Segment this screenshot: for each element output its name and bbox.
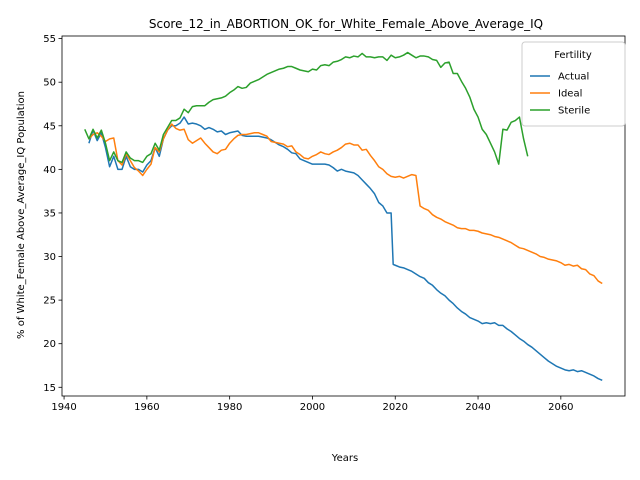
y-tick-label: 45 bbox=[43, 121, 56, 132]
plot-area bbox=[61, 35, 626, 397]
x-tick-label: 2040 bbox=[465, 402, 490, 413]
legend-label-ideal: Ideal bbox=[558, 89, 582, 100]
x-tick-label: 2020 bbox=[383, 402, 408, 413]
y-tick-label: 25 bbox=[43, 296, 56, 307]
legend-items: Actual Ideal Sterile bbox=[530, 72, 590, 117]
plot-frame bbox=[61, 35, 626, 397]
x-axis: 1940 1960 1980 2000 2020 2040 2060 bbox=[51, 396, 574, 413]
y-tick-label: 30 bbox=[43, 252, 56, 263]
y-axis-label: % of White_Female Above_Average_IQ Popul… bbox=[16, 91, 27, 339]
x-tick-label: 1940 bbox=[51, 402, 76, 413]
chart-title: Score_12_in_ABORTION_OK_for_White_Female… bbox=[149, 17, 543, 31]
legend-label-sterile: Sterile bbox=[558, 106, 590, 117]
series-line-ideal bbox=[88, 123, 603, 285]
x-tick-label: 2060 bbox=[548, 402, 573, 413]
y-tick-label: 20 bbox=[43, 339, 56, 350]
y-axis: 15 20 25 30 35 40 45 50 55 bbox=[43, 34, 62, 394]
series-line-sterile bbox=[84, 51, 529, 165]
legend-frame bbox=[521, 41, 626, 127]
y-tick-label: 55 bbox=[43, 34, 56, 45]
y-tick-label: 15 bbox=[43, 383, 56, 394]
y-tick-label: 35 bbox=[43, 208, 56, 219]
legend-title: Fertility bbox=[554, 50, 592, 61]
y-tick-label: 50 bbox=[43, 78, 56, 89]
legend-label-actual: Actual bbox=[558, 72, 589, 83]
series-line-actual bbox=[88, 116, 603, 382]
legend: Fertility Actual Ideal Sterile bbox=[521, 41, 626, 127]
y-tick-label: 40 bbox=[43, 165, 56, 176]
x-axis-label: Years bbox=[331, 453, 358, 464]
x-tick-label: 1980 bbox=[217, 402, 242, 413]
x-tick-label: 1960 bbox=[134, 402, 159, 413]
x-tick-label: 2000 bbox=[300, 402, 325, 413]
